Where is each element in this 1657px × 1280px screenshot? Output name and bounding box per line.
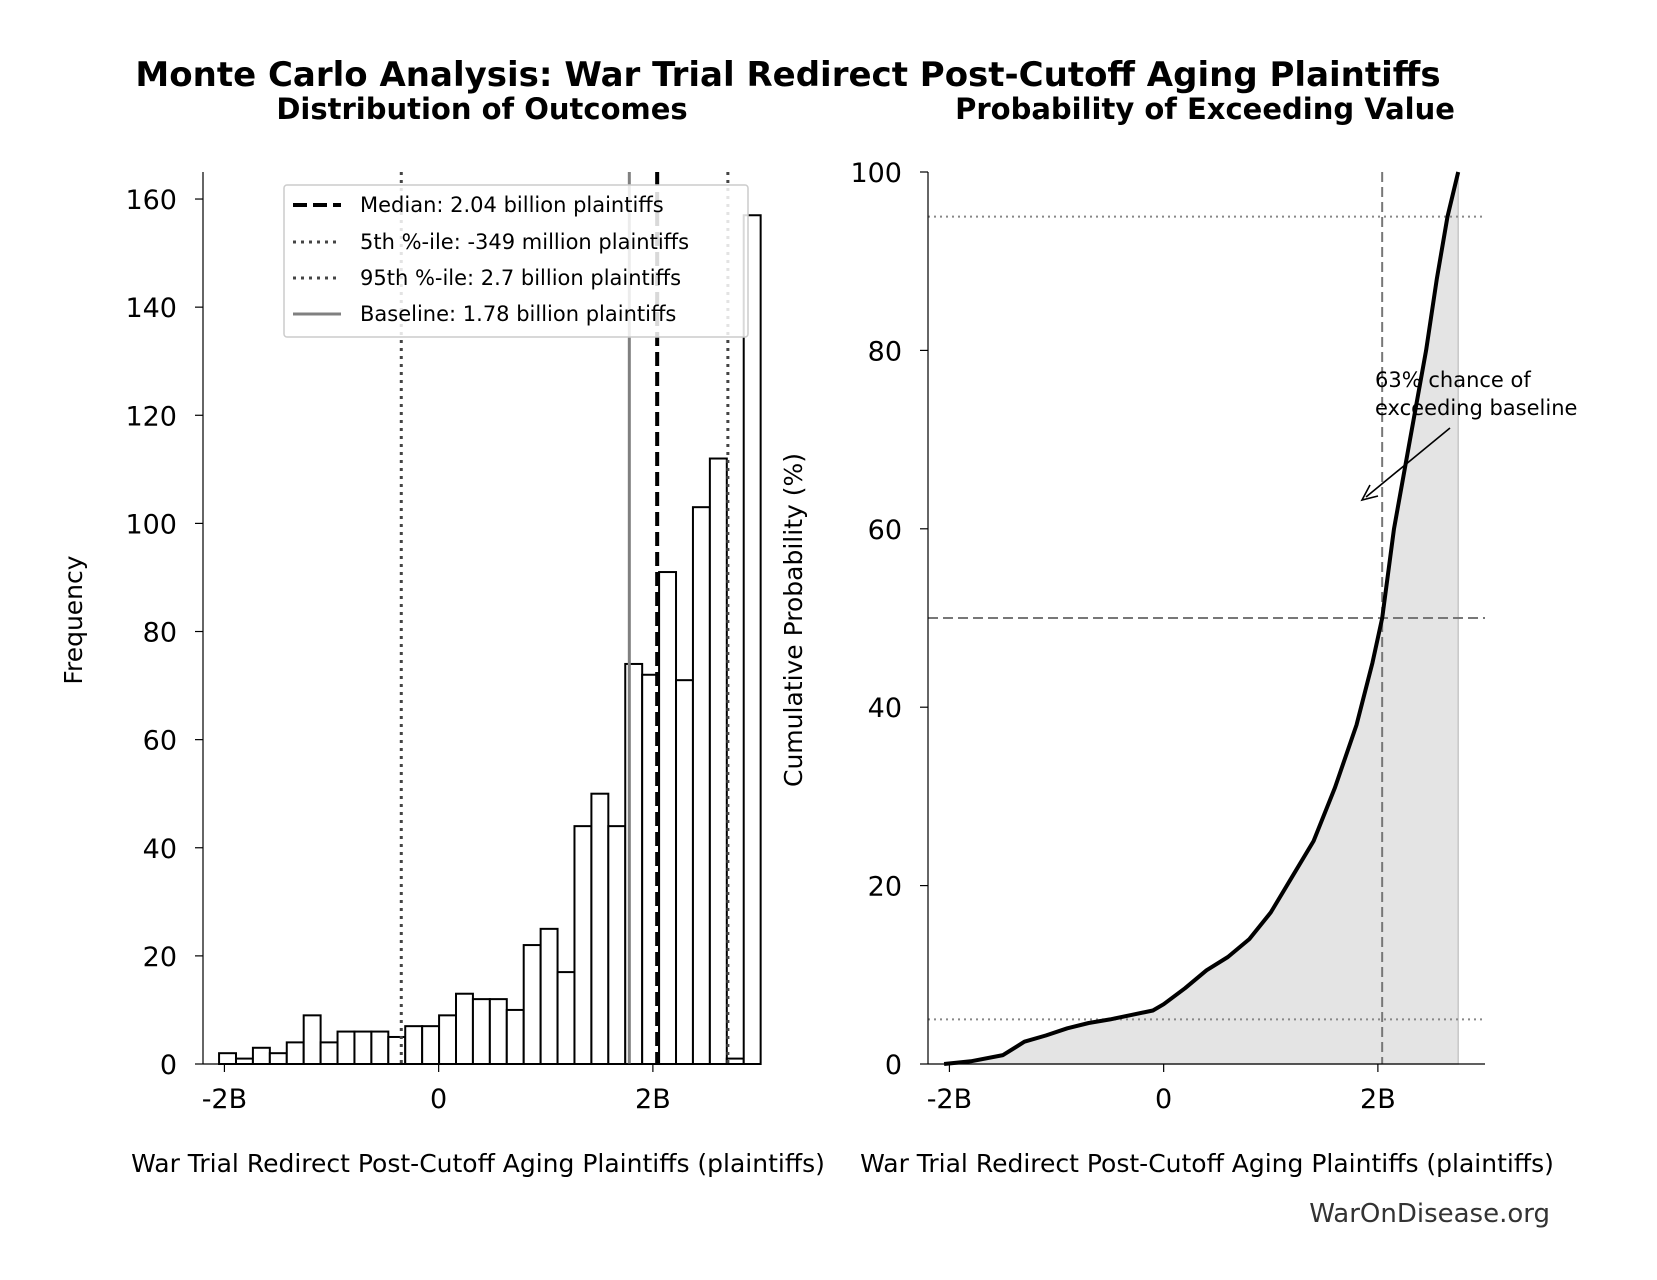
- histogram-bar: [658, 571, 678, 1065]
- legend-frame: [283, 184, 749, 338]
- histogram-bar: [234, 1057, 254, 1066]
- histogram-bar: [624, 662, 644, 1066]
- exceedance-annotation: 63% chance of exceeding baseline: [1360, 368, 1577, 502]
- annotation-arrow-shaft: [1365, 427, 1451, 498]
- exceedance-x-tick-label: 0: [1155, 1084, 1172, 1115]
- histogram-bar: [742, 214, 762, 1066]
- exceedance-curve-group: [943, 171, 1461, 1066]
- histogram-bar: [285, 1041, 305, 1065]
- histogram-y-tick-label: 80: [143, 618, 177, 649]
- exceedance-y-tick-label: 60: [868, 515, 902, 546]
- histogram-bar: [455, 992, 474, 1065]
- histogram-bar: [675, 679, 694, 1065]
- exceedance-x-tick-label: 2B: [1360, 1084, 1396, 1115]
- histogram-title: Distribution of Outcomes: [276, 92, 687, 126]
- exceedance-curve: [943, 171, 1461, 1066]
- histogram-bar: [336, 1030, 356, 1065]
- histogram-bar: [539, 927, 559, 1066]
- histogram-bar: [556, 971, 576, 1066]
- histogram-bar: [268, 1052, 288, 1065]
- histogram-x-tick-label: 2B: [635, 1084, 671, 1115]
- histogram-y-tick-label: 120: [125, 401, 177, 432]
- histogram-bar: [370, 1030, 390, 1065]
- histogram-bar: [488, 998, 508, 1065]
- histogram-bar: [573, 825, 593, 1066]
- annotation-line-1: 63% chance of: [1375, 368, 1531, 392]
- histogram-bar: [438, 1014, 458, 1066]
- histogram-x-axis-label: War Trial Redirect Post-Cutoff Aging Pla…: [131, 1149, 825, 1178]
- histogram-bar: [302, 1014, 322, 1066]
- histogram-bar: [353, 1030, 373, 1065]
- histogram-bars: [218, 214, 762, 1066]
- histogram-y-tick-label: 40: [143, 834, 177, 865]
- exceedance-axes: 0 20 40 60 80 100 -2B 0 2B: [850, 158, 1485, 1115]
- histogram-y-axis-label: Frequency: [59, 555, 88, 684]
- histogram-bar: [387, 1035, 407, 1066]
- exceedance-title: Probability of Exceeding Value: [955, 92, 1455, 126]
- exceedance-x-tick-label: -2B: [927, 1084, 972, 1115]
- histogram-y-tick-label: 140: [125, 293, 177, 324]
- annotation-line-2: exceeding baseline: [1375, 396, 1577, 420]
- exceedance-y-tick-label: 20: [868, 872, 902, 903]
- histogram-legend: Median: 2.04 billion plaintiffs 5th %-il…: [283, 184, 749, 338]
- histogram-y-tick-label: 160: [125, 185, 177, 216]
- histogram-bar: [590, 792, 610, 1065]
- figure-title: Monte Carlo Analysis: War Trial Redirect…: [135, 55, 1440, 95]
- exceedance-x-axis-label: War Trial Redirect Post-Cutoff Aging Pla…: [860, 1149, 1554, 1178]
- legend-median-label: Median: 2.04 billion plaintiffs: [360, 193, 664, 217]
- histogram-bar: [691, 506, 711, 1065]
- legend-baseline-label: Baseline: 1.78 billion plaintiffs: [360, 302, 676, 326]
- histogram-axes: 0 20 40 60 80 100 120 140 160 -2B 0 2B: [125, 172, 760, 1115]
- histogram-bar: [505, 1008, 525, 1065]
- histogram-bar: [421, 1025, 441, 1066]
- exceedance-y-tick-label: 100: [850, 158, 902, 189]
- exceedance-y-tick-label: 40: [868, 693, 902, 724]
- histogram-bar: [607, 825, 627, 1066]
- histogram-y-tick-label: 100: [125, 509, 177, 540]
- histogram-bar: [251, 1046, 271, 1066]
- histogram-bar: [319, 1041, 339, 1065]
- histogram-x-tick-label: 0: [430, 1084, 447, 1115]
- exceedance-y-axis-label: Cumulative Probability (%): [779, 453, 808, 787]
- watermark: WarOnDisease.org: [1309, 1199, 1550, 1229]
- histogram-bar: [218, 1052, 237, 1065]
- legend-p5-label: 5th %-ile: -349 million plaintiffs: [360, 230, 689, 254]
- histogram-y-tick-label: 20: [143, 942, 177, 973]
- histogram-bar: [404, 1025, 424, 1066]
- exceedance-y-tick-label: 80: [868, 336, 902, 367]
- histogram-bar: [522, 944, 542, 1065]
- histogram-x-tick-label: -2B: [202, 1084, 247, 1115]
- histogram-panel: Distribution of Outcomes 0 20 40 60 80 100 120…: [59, 92, 825, 1178]
- legend-p95-label: 95th %-ile: 2.7 billion plaintiffs: [360, 266, 681, 290]
- histogram-bar: [708, 457, 728, 1065]
- histogram-y-tick-label: 60: [143, 726, 177, 757]
- exceedance-reference-lines: [928, 172, 1485, 1064]
- histogram-y-tick-label: 0: [160, 1050, 177, 1081]
- exceedance-panel: Probability of Exceeding Value 0 20 40 60 80…: [779, 92, 1577, 1178]
- annotation-arrow-head: [1360, 484, 1379, 502]
- histogram-bar: [471, 998, 491, 1065]
- exceedance-y-tick-label: 0: [885, 1050, 902, 1081]
